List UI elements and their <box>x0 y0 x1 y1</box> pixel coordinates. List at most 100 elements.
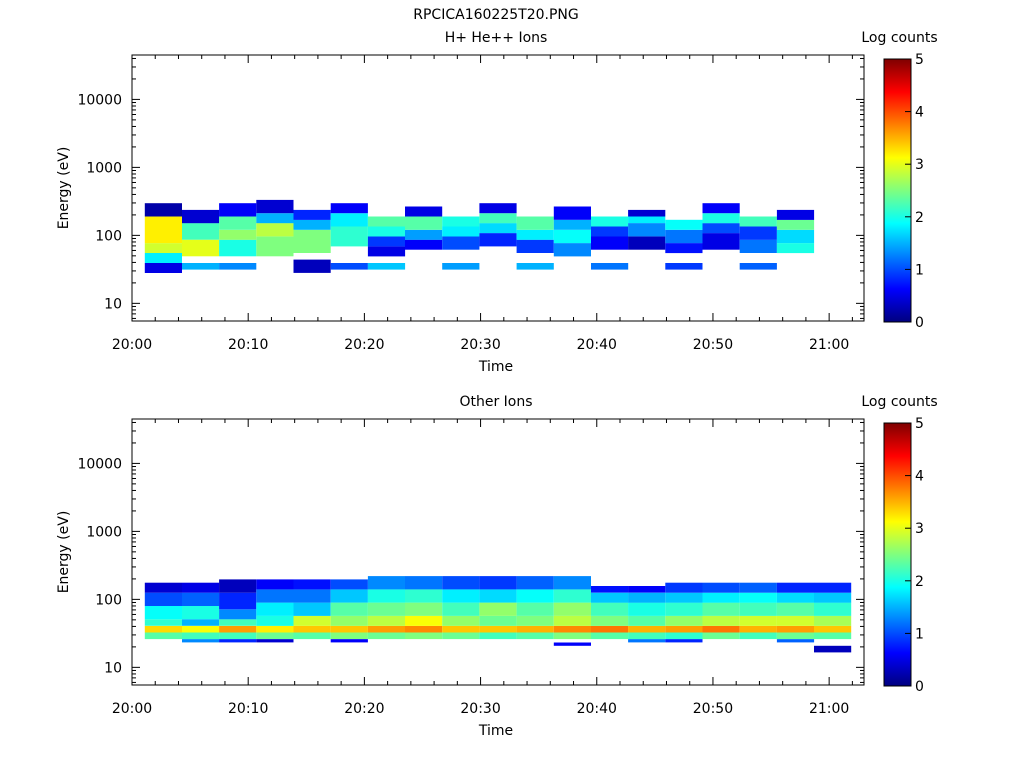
panel-other-ions: Other Ions 20:00 20:10 20:20 20:30 20:40 20:50… <box>56 394 938 739</box>
heatmap-cell <box>479 203 517 214</box>
heatmap-cell <box>516 216 554 230</box>
heatmap-cell <box>628 209 666 217</box>
colorbar-label: Log counts <box>861 394 937 410</box>
heatmap-cell <box>516 615 554 626</box>
heatmap-cell <box>628 586 666 593</box>
heatmap-cell <box>367 226 406 237</box>
colorbar <box>883 422 912 687</box>
heatmap-cell <box>553 602 591 616</box>
heatmap-cell <box>367 216 406 227</box>
heatmap-cell <box>739 615 777 626</box>
heatmap-cell <box>442 632 480 640</box>
heatmap-cell <box>405 632 443 640</box>
heatmap-cell <box>219 609 257 620</box>
x-tick-label: 20:30 <box>460 337 500 353</box>
heatmap-cell <box>665 229 703 244</box>
panel-title: Other Ions <box>459 394 532 410</box>
heatmap-cell <box>628 602 666 616</box>
heatmap-cell <box>367 576 406 590</box>
heatmap-cell <box>219 239 257 257</box>
heatmap-cell <box>144 582 182 593</box>
heatmap-cell <box>330 213 368 227</box>
heatmap-cell <box>591 216 629 227</box>
heatmap-cell <box>330 602 368 616</box>
colorbar-label: Log counts <box>861 30 937 46</box>
heatmap-cell <box>516 625 554 633</box>
heatmap-cell <box>219 216 257 230</box>
heatmap-cell <box>256 213 294 224</box>
heatmap-cell <box>591 625 629 633</box>
heatmap-cell <box>702 582 740 593</box>
y-tick-label: 10000 <box>77 456 122 472</box>
heatmap-cell <box>144 263 182 273</box>
x-tick-label: 20:40 <box>577 337 617 353</box>
panel-h-he-ions: H+ He++ Ions 20:00 20:10 20:20 20:30 20:40 20:… <box>56 30 938 375</box>
heatmap-cell <box>144 203 182 217</box>
heatmap-cell <box>293 259 331 273</box>
heatmap-cell <box>330 579 368 590</box>
colorbar-tick-label: 5 <box>915 52 924 68</box>
y-tick-label: 100 <box>95 228 122 244</box>
heatmap-cell <box>739 216 777 227</box>
heatmap-cell <box>814 582 852 593</box>
heatmap-cell <box>479 213 517 224</box>
heatmap-cell <box>665 602 703 616</box>
colorbar <box>883 58 912 323</box>
heatmap-cell <box>405 216 443 230</box>
heatmap-cell <box>776 639 815 643</box>
heatmap-cell <box>144 605 182 620</box>
heatmap-cell <box>442 615 480 626</box>
heatmap-cell <box>591 263 629 270</box>
heatmap-cell <box>516 263 554 270</box>
x-tick-label: 21:00 <box>809 337 849 353</box>
heatmap-cell <box>702 223 740 234</box>
heatmap-cell <box>665 263 703 270</box>
heatmap-cell <box>367 236 406 247</box>
heatmap-cell <box>553 243 591 257</box>
heatmap-cell <box>516 589 554 603</box>
x-tick-label: 20:00 <box>112 337 152 353</box>
heatmap-cell <box>776 615 815 626</box>
heatmap-cell <box>367 263 406 270</box>
heatmap-cell <box>330 639 368 643</box>
y-axis-label: Energy (eV) <box>56 147 72 230</box>
heatmap-cell <box>516 576 554 590</box>
heatmap-cell <box>293 615 331 626</box>
heatmap-cell <box>553 642 591 646</box>
heatmap-cell <box>591 615 629 626</box>
colorbar-tick-label: 1 <box>915 626 924 642</box>
heatmap-cell <box>591 586 629 593</box>
heatmap-cell <box>776 602 815 616</box>
x-tick-label: 20:10 <box>228 701 268 717</box>
heatmap-cell <box>814 625 852 633</box>
heatmap-cell <box>182 619 220 626</box>
heatmap-cell <box>219 229 257 240</box>
heatmap-cell <box>182 625 220 633</box>
heatmap-cell <box>702 203 740 214</box>
y-tick-label: 1000 <box>86 160 122 176</box>
heatmap-cell <box>330 263 368 270</box>
x-axis-label: Time <box>478 359 513 375</box>
heatmap-cell <box>144 632 182 640</box>
heatmap-cell <box>405 576 443 590</box>
heatmap-cell <box>665 592 703 603</box>
heatmap-cell <box>144 243 182 254</box>
colorbar-tick-label: 3 <box>915 157 924 173</box>
heatmap-cell <box>144 592 182 606</box>
heatmap-cell <box>702 632 740 640</box>
heatmap-cell <box>702 625 740 633</box>
heatmap-cell <box>367 615 406 626</box>
heatmap-cell <box>665 219 703 230</box>
x-tick-label: 20:50 <box>693 337 733 353</box>
heatmap-cell <box>330 226 368 247</box>
heatmap-cell <box>330 615 368 626</box>
heatmap-cell <box>516 632 554 640</box>
heatmap-cell <box>330 589 368 603</box>
colorbar-tick-label: 0 <box>915 679 924 695</box>
heatmap-cell <box>367 625 406 633</box>
heatmap-cell <box>256 602 294 616</box>
heatmap-cell <box>814 615 852 626</box>
heatmap-cell <box>665 243 703 254</box>
x-tick-label: 20:30 <box>460 701 500 717</box>
